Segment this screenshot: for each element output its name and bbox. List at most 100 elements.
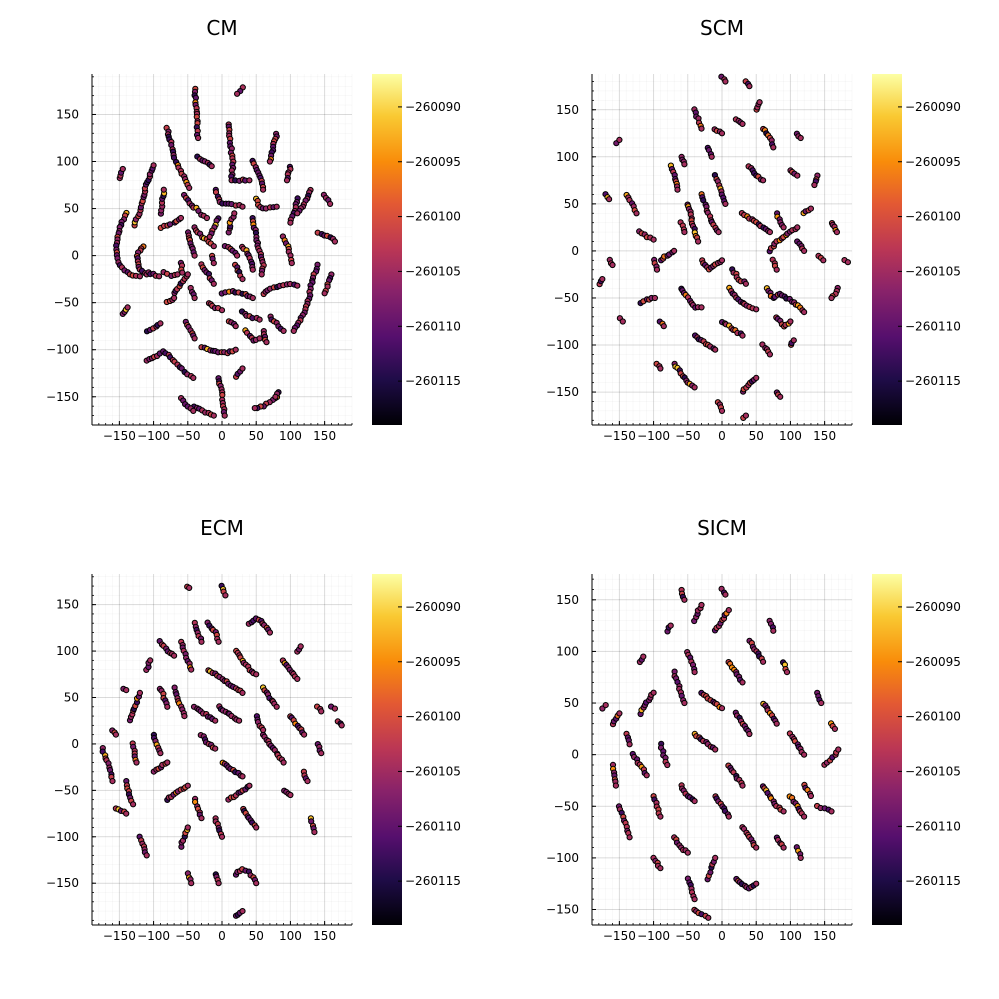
scatter-point: [280, 327, 287, 334]
y-tick-label: −50: [554, 291, 579, 305]
scatter-point: [691, 669, 698, 676]
scatter-point: [260, 186, 267, 193]
y-tick-label: 100: [556, 644, 579, 658]
scatter-point: [266, 158, 273, 165]
scatter-point: [643, 772, 650, 779]
scatter-point: [109, 778, 116, 785]
scatter-point: [256, 335, 263, 342]
colorbar-tick-label: −260100: [405, 210, 461, 224]
scatter-point: [797, 854, 804, 862]
scatter-point: [184, 782, 191, 789]
colorbar-tick-label: −260090: [405, 100, 461, 114]
y-tick-label: 50: [64, 202, 79, 216]
scatter-point: [191, 252, 198, 259]
colorbar: [872, 574, 902, 925]
y-tick-label: −50: [54, 783, 79, 797]
scatter-point: [112, 731, 120, 738]
scatter-point: [331, 705, 338, 712]
scatter-point: [801, 751, 808, 758]
colorbar-tick-label: −260105: [405, 764, 461, 778]
x-tick-label: −50: [175, 429, 200, 443]
scatter-point: [653, 266, 661, 273]
scatter-series: [596, 73, 852, 421]
colorbar: [872, 74, 902, 425]
scatter-point: [746, 730, 753, 738]
scatter-point: [288, 260, 295, 267]
scatter-point: [232, 346, 239, 353]
scatter-point: [715, 229, 722, 236]
scatter-point: [820, 257, 827, 264]
scatter-point: [691, 384, 698, 391]
scatter-point: [221, 412, 228, 419]
x-tick-label: −150: [603, 929, 636, 943]
scatter-point: [681, 229, 688, 236]
scatter-point: [650, 689, 657, 696]
scatter-point: [190, 407, 197, 414]
scatter-point: [712, 854, 719, 862]
scatter-point: [208, 163, 215, 170]
scatter-point: [253, 824, 260, 831]
scatter-point: [256, 316, 263, 323]
x-tick-label: 100: [279, 929, 302, 943]
chart-title: SICM: [697, 516, 747, 540]
x-tick-label: −100: [137, 929, 170, 943]
colorbar-tick-label: −260115: [405, 374, 461, 388]
y-tick-label: −50: [54, 296, 79, 310]
scatter-point: [722, 591, 729, 598]
scatter-point: [616, 710, 623, 717]
y-tick-label: 100: [56, 155, 79, 169]
scatter-point: [780, 224, 787, 231]
y-tick-label: 0: [71, 737, 79, 751]
scatter-point: [246, 177, 253, 184]
scatter-point: [801, 309, 808, 316]
scatter-point: [294, 210, 301, 217]
x-tick-label: 50: [749, 429, 764, 443]
scatter-point: [742, 280, 750, 287]
scatter-point: [667, 622, 674, 629]
scatter-point: [691, 798, 698, 805]
colorbar-tick-label: −260100: [405, 710, 461, 724]
scatter-point: [787, 318, 794, 325]
scatter-point: [684, 849, 691, 856]
y-tick-label: 150: [556, 593, 579, 607]
scatter-point: [198, 815, 205, 822]
colorbar-tick-label: −260105: [405, 264, 461, 278]
scatter-point: [794, 172, 801, 179]
scatter-point: [338, 722, 345, 729]
scatter-point: [258, 271, 265, 278]
scatter-point: [773, 720, 780, 727]
colorbar-tick-label: −260110: [405, 319, 461, 333]
scatter-point: [249, 266, 256, 273]
scatter-point: [681, 699, 688, 707]
scatter-point: [215, 880, 222, 887]
scatter-point: [606, 196, 613, 203]
scatter-point: [739, 332, 746, 339]
scatter-point: [239, 689, 246, 697]
x-tick-label: −100: [137, 429, 170, 443]
scatter-point: [657, 865, 664, 872]
scatter-point: [609, 261, 616, 269]
scatter-point: [188, 666, 195, 673]
y-tick-label: 150: [556, 103, 579, 117]
scatter-point: [766, 229, 774, 236]
scatter-point: [186, 584, 193, 592]
scatter-point: [239, 276, 246, 283]
scatter-point: [294, 282, 301, 289]
scatter-point: [831, 725, 839, 733]
scatter-point: [150, 162, 157, 169]
scatter-point: [681, 161, 688, 168]
y-tick-label: −150: [46, 390, 79, 404]
scatter-point: [698, 601, 705, 609]
scatter-point: [171, 294, 178, 302]
scatter-point: [184, 824, 191, 831]
scatter-series: [99, 582, 345, 919]
scatter-point: [633, 210, 640, 217]
x-tick-label: 150: [313, 429, 336, 443]
scatter-point: [718, 130, 726, 137]
scatter-point: [164, 703, 171, 710]
scatter-point: [691, 896, 698, 903]
scatter-point: [212, 717, 219, 724]
x-tick-label: −150: [103, 929, 136, 943]
scatter-point: [626, 834, 633, 841]
scatter-point: [181, 713, 188, 720]
